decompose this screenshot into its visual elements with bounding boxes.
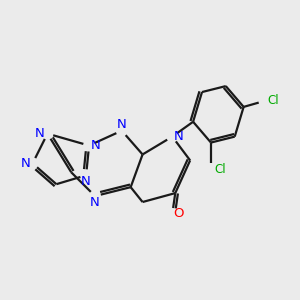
Text: N: N	[81, 175, 91, 188]
Text: Cl: Cl	[268, 94, 279, 107]
Text: N: N	[117, 118, 127, 130]
Text: Cl: Cl	[214, 163, 226, 176]
Text: O: O	[174, 207, 184, 220]
Text: N: N	[174, 130, 184, 143]
Text: N: N	[90, 196, 100, 209]
Text: N: N	[35, 127, 45, 140]
Text: N: N	[91, 139, 100, 152]
Text: N: N	[20, 157, 30, 170]
